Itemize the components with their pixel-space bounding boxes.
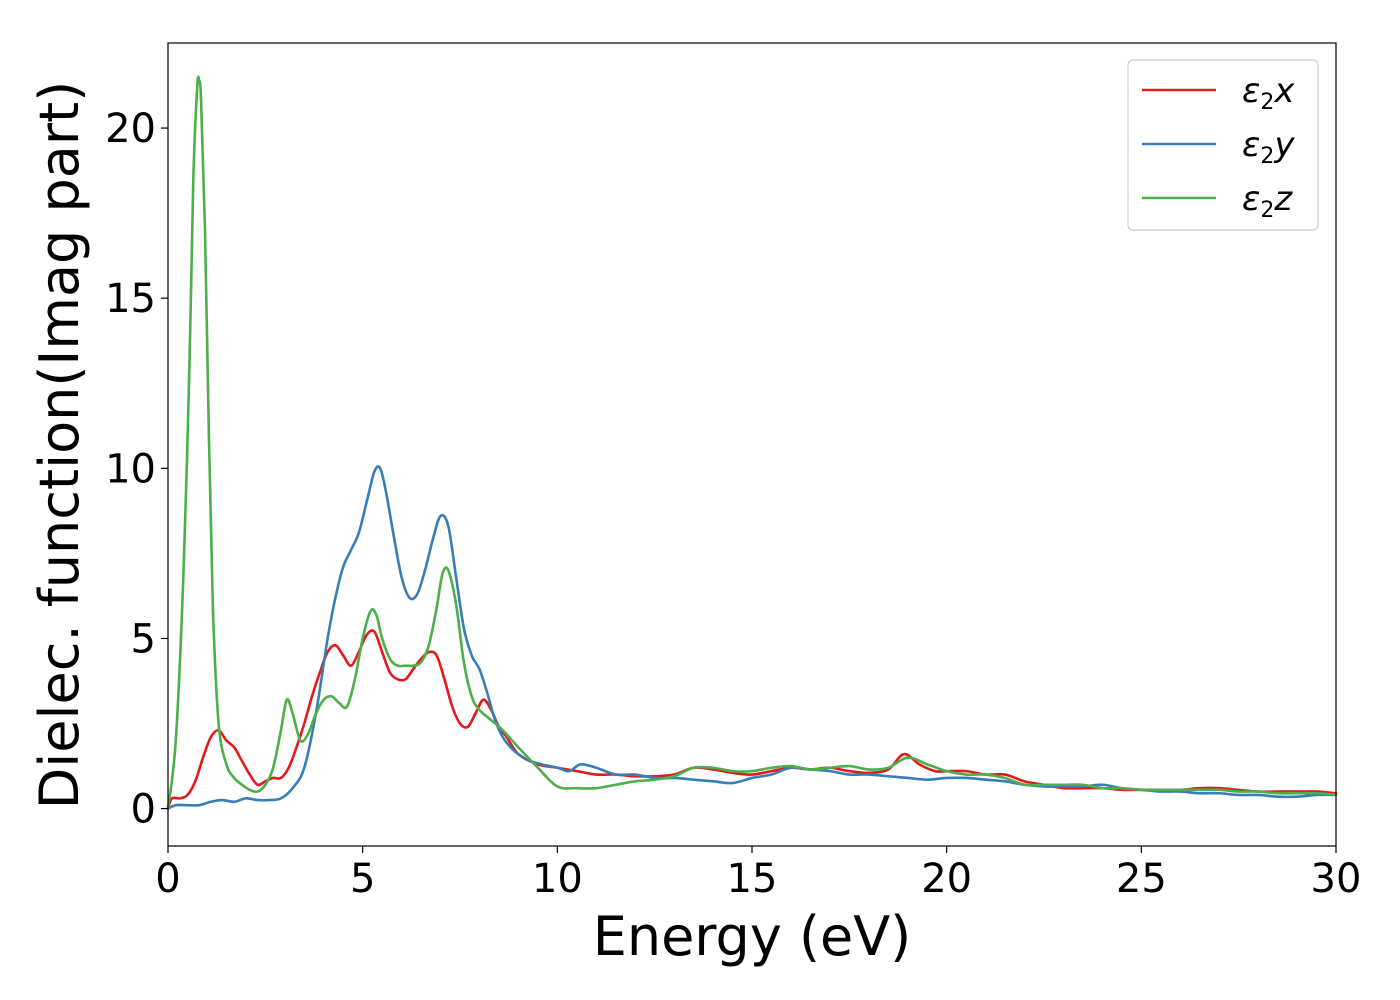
x-tick-label: 15	[727, 856, 778, 902]
y-tick-label: 15	[105, 276, 156, 322]
x-tick-label: 5	[350, 856, 375, 902]
legend-box	[1127, 59, 1319, 231]
y-tick-label: 20	[105, 106, 156, 152]
legend: ε2x ε2y ε2z	[1127, 59, 1319, 231]
x-axis-label: Energy (eV)	[593, 905, 912, 968]
x-axis-ticks: 0 5 10 15 20 25 30	[155, 846, 1361, 902]
series-line-3	[166, 75, 1338, 810]
series-layer	[166, 75, 1338, 810]
y-tick-label: 10	[105, 446, 156, 492]
y-axis-label: Dielec. function(Imag part)	[28, 81, 91, 810]
legend-label-3: ε2z	[1242, 179, 1293, 223]
x-tick-label: 0	[155, 856, 180, 902]
y-axis-ticks: 0 5 10 15 20	[105, 106, 168, 833]
legend-label-2: ε2y	[1242, 125, 1295, 169]
x-tick-label: 25	[1116, 856, 1167, 902]
legend-label-1: ε2x	[1242, 71, 1295, 115]
x-tick-label: 30	[1311, 856, 1362, 902]
y-tick-label: 5	[131, 616, 156, 662]
y-tick-label: 0	[131, 787, 156, 833]
x-tick-label: 20	[921, 856, 972, 902]
x-tick-label: 10	[532, 856, 583, 902]
series-line-2	[166, 465, 1338, 810]
